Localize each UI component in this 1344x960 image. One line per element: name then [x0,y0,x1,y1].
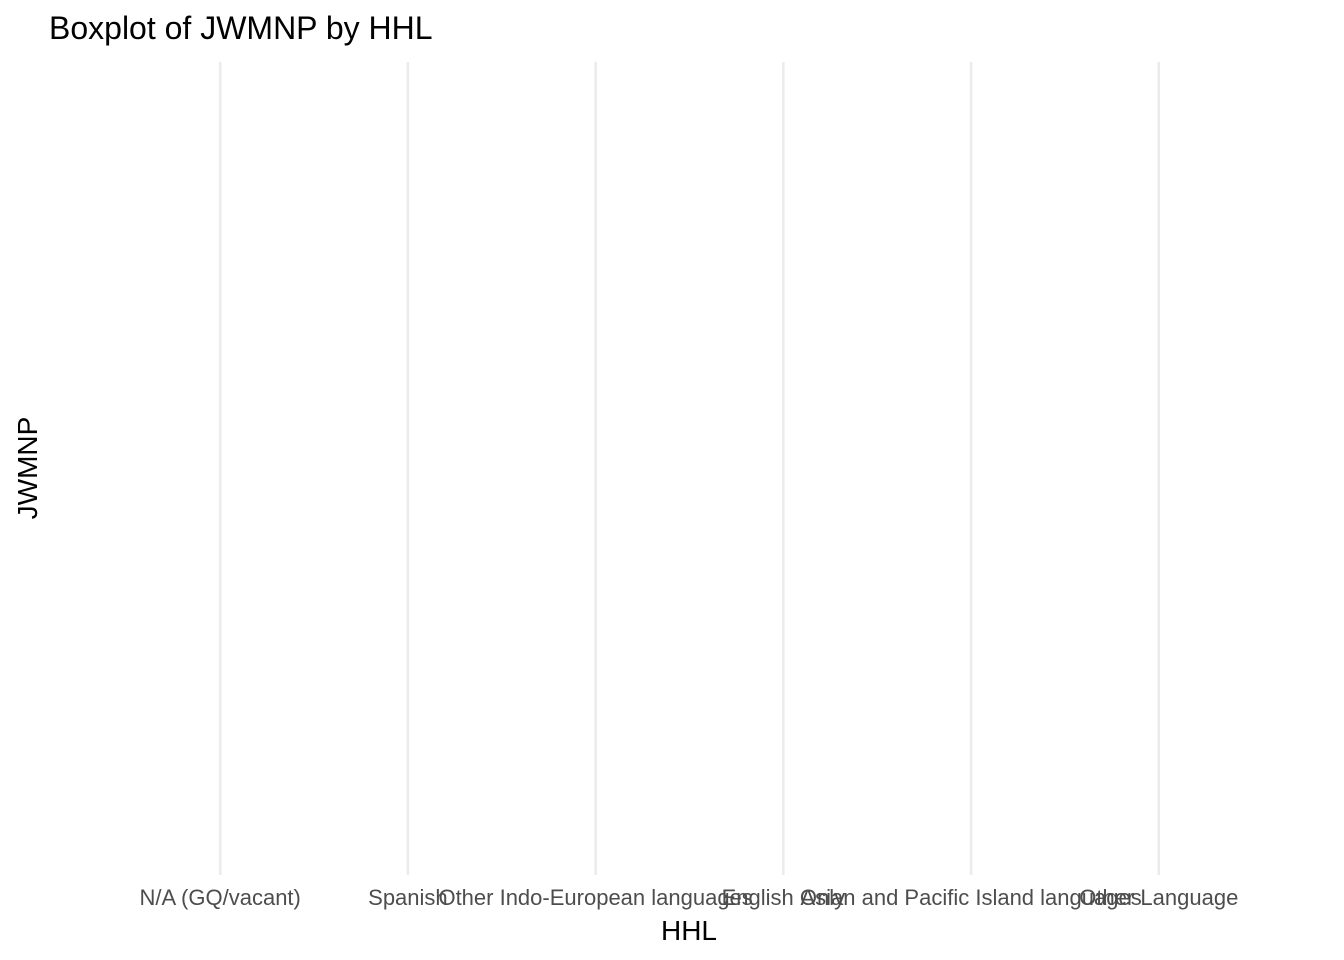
x-tick-label: Other Indo-European languages [438,885,752,910]
x-tick-label: Spanish [368,885,448,910]
chart-title: Boxplot of JWMNP by HHL [49,10,433,46]
x-tick-label: English Only [722,885,846,910]
x-tick-label: N/A (GQ/vacant) [139,885,300,910]
gridlines [218,62,1161,875]
x-tick-label: Asian and Pacific Island languages [800,885,1141,910]
x-axis-title: HHL [661,915,717,946]
x-tick-label: Other Language [1079,885,1238,910]
y-axis-title: JWMNP [12,417,43,520]
